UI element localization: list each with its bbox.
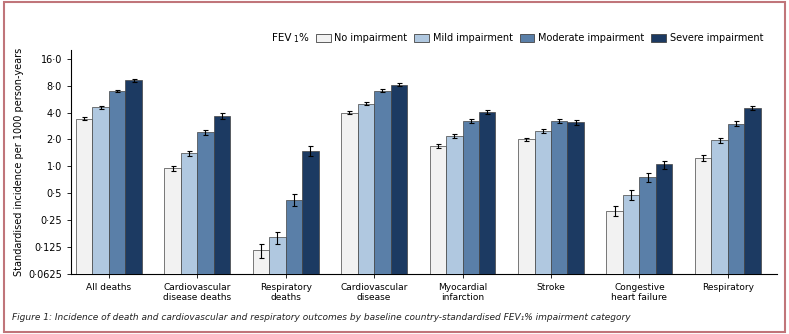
Bar: [76, 119, 92, 334]
Bar: [197, 132, 214, 334]
Bar: [551, 121, 567, 334]
Bar: [479, 112, 495, 334]
Bar: [164, 168, 181, 334]
Bar: [695, 158, 712, 334]
Legend: No impairment, Mild impairment, Moderate impairment, Severe impairment: No impairment, Mild impairment, Moderate…: [316, 33, 763, 43]
Bar: [269, 237, 286, 334]
Bar: [656, 164, 672, 334]
Bar: [518, 139, 534, 334]
Bar: [357, 104, 374, 334]
Bar: [125, 80, 142, 334]
Text: Figure 1: Incidence of death and cardiovascular and respiratory outcomes by base: Figure 1: Incidence of death and cardiov…: [12, 313, 630, 322]
Bar: [534, 131, 551, 334]
Bar: [181, 153, 197, 334]
Bar: [430, 146, 446, 334]
Bar: [567, 123, 584, 334]
Bar: [744, 108, 761, 334]
Bar: [92, 107, 109, 334]
Text: %: %: [298, 33, 308, 43]
Bar: [639, 177, 656, 334]
Bar: [462, 121, 479, 334]
Bar: [341, 113, 357, 334]
Bar: [374, 91, 391, 334]
Bar: [607, 210, 623, 334]
Bar: [109, 91, 125, 334]
Bar: [252, 250, 269, 334]
Bar: [214, 116, 230, 334]
Y-axis label: Standardised incidence per 1000 person-years: Standardised incidence per 1000 person-y…: [14, 48, 24, 276]
Bar: [286, 200, 302, 334]
Bar: [391, 85, 407, 334]
Bar: [623, 195, 639, 334]
Bar: [302, 151, 319, 334]
Bar: [446, 136, 462, 334]
Bar: [712, 140, 727, 334]
Text: 1: 1: [294, 35, 298, 44]
Bar: [727, 124, 744, 334]
Text: FEV: FEV: [272, 33, 292, 43]
